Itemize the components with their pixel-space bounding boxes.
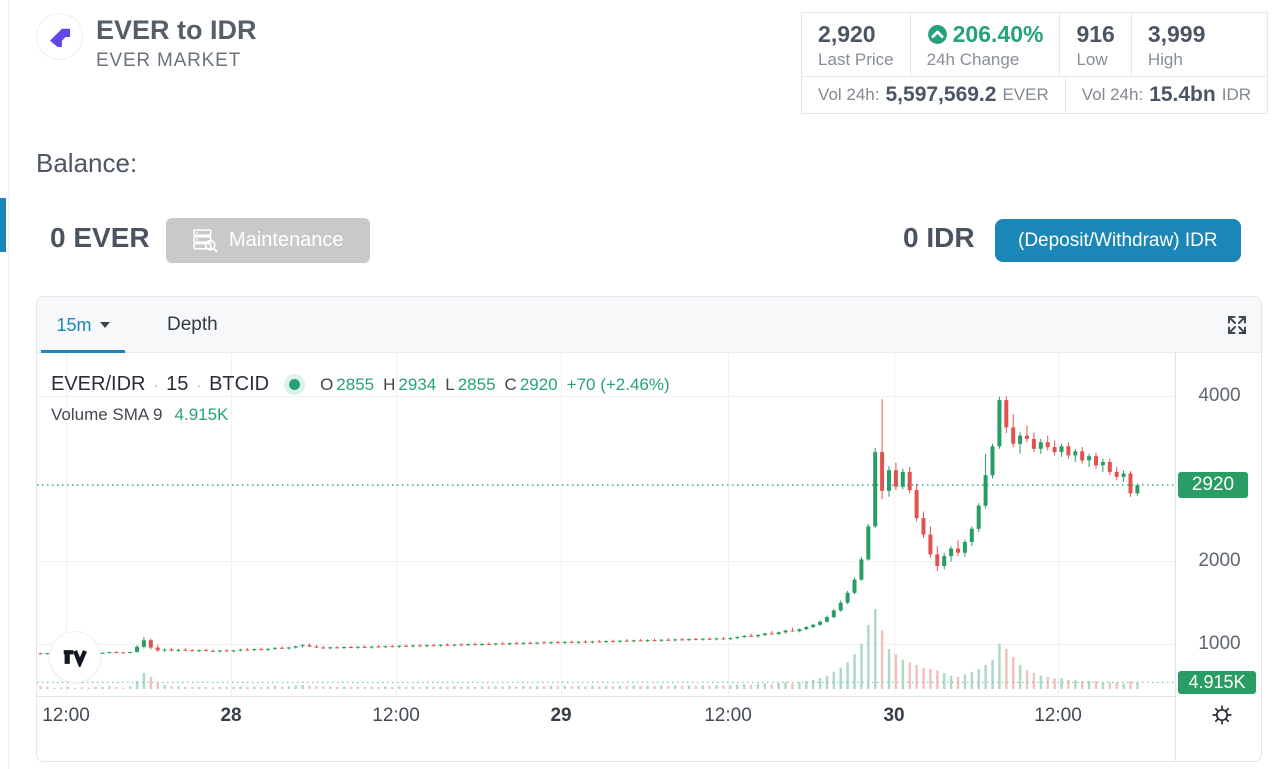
price-tick-label: 4000 [1198, 384, 1241, 406]
page-title: EVER to IDR [96, 15, 257, 45]
chart-card: 15m Depth EVER/IDR · 15 [36, 296, 1262, 762]
page-left-border [8, 0, 9, 769]
chart-legend: EVER/IDR · 15 · BTCID O 2855 H 2934 L 2855 … [51, 373, 670, 425]
vol-base-label: Vol 24h: [818, 85, 880, 104]
change-readout: +70 (+2.46%) [566, 374, 670, 394]
vol-quote-value: 15.4bn [1149, 83, 1216, 106]
price-tick-label: 2000 [1198, 550, 1241, 571]
time-tick-label: 12:00 [372, 705, 420, 726]
legend-exchange: BTCID [209, 373, 270, 395]
data-status-icon [289, 379, 301, 390]
vol-base-value: 5,597,569.2 [885, 83, 997, 106]
legend-symbol: EVER/IDR [51, 373, 146, 395]
stat-volume-base: Vol 24h: 5,597,569.2 EVER [802, 77, 1065, 113]
tradingview-logo-icon [63, 650, 87, 667]
interval-label: 15m [56, 314, 92, 335]
volume-sma-badge: 4.915K [1178, 671, 1256, 695]
maintenance-label: Maintenance [229, 229, 344, 251]
interval-dropdown[interactable]: 15m [41, 297, 125, 353]
time-tick-label: 28 [220, 705, 242, 726]
last-price-label: Last Price [818, 50, 894, 69]
high-value: 3,999 [1147, 21, 1206, 47]
price-tick-label: 1000 [1198, 632, 1241, 654]
stat-volume-quote: Vol 24h: 15.4bn IDR [1064, 77, 1267, 113]
low-value: 916 [1076, 21, 1115, 47]
market-subtitle: EVER MARKET [96, 50, 241, 71]
chart-toolbar: 15m Depth [37, 297, 1261, 353]
stat-high: 3,999 High [1130, 13, 1222, 76]
fullscreen-icon[interactable] [1225, 313, 1249, 337]
vol-quote-unit: IDR [1221, 85, 1251, 104]
tradingview-logo[interactable] [49, 631, 101, 683]
quote-balance: 0 IDR [903, 222, 975, 253]
time-tick-label: 12:00 [42, 705, 90, 726]
time-tick-label: 29 [550, 705, 572, 726]
balance-heading: Balance: [36, 148, 138, 178]
deposit-withdraw-label: (Deposit/Withdraw) IDR [1018, 229, 1218, 251]
low-label: Low [1076, 50, 1108, 69]
legend-interval: 15 [166, 373, 189, 395]
server-magnifier-icon [193, 229, 218, 253]
change-value: 206.40% [952, 21, 1044, 47]
stat-24h-change: 206.40% 24h Change [909, 13, 1060, 76]
time-tick-label: 30 [883, 705, 905, 726]
last-price-badge: 2920 [1178, 472, 1248, 499]
last-price-value: 2,920 [818, 21, 876, 47]
tab-depth[interactable]: Depth [167, 314, 218, 335]
change-label: 24h Change [926, 50, 1020, 69]
left-accent-stripe [0, 198, 6, 252]
ever-logo [36, 13, 83, 60]
ohlc-readout: O 2855 H 2934 L 2855 C 2920 +70 (+2.46%) [320, 374, 670, 394]
stat-last-price: 2,920 Last Price [802, 13, 910, 76]
vol-base-unit: EVER [1002, 85, 1049, 104]
stat-low: 916 Low [1059, 13, 1130, 76]
price-axis[interactable]: 4000 2000 1000 2920 4.915K [1175, 353, 1261, 761]
deposit-withdraw-button[interactable]: (Deposit/Withdraw) IDR [995, 219, 1241, 262]
high-label: High [1147, 50, 1183, 69]
volume-indicator-value: 4.915K [174, 405, 229, 424]
axis-settings-gear-icon[interactable] [1209, 702, 1235, 728]
candlestick-plot [37, 353, 1175, 696]
vol-quote-label: Vol 24h: [1081, 85, 1144, 104]
maintenance-button[interactable]: Maintenance [166, 218, 370, 263]
ever-logo-icon [49, 28, 70, 47]
active-tab-underline [41, 350, 125, 353]
time-tick-label: 12:00 [704, 705, 752, 726]
base-balance: 0 EVER [50, 222, 150, 253]
time-tick-label: 12:00 [1034, 705, 1082, 726]
time-axis[interactable]: 12:00 28 12:00 29 12:00 30 12:00 [37, 696, 1175, 761]
chevron-down-icon [99, 322, 110, 328]
volume-indicator-label: Volume SMA 9 [51, 405, 163, 424]
price-chart[interactable]: EVER/IDR · 15 · BTCID O 2855 H 2934 L 2855 … [37, 353, 1175, 696]
market-stats-table: 2,920 Last Price 206.40% 24h Change 916 … [801, 12, 1268, 114]
arrow-up-circle-icon [927, 25, 947, 44]
volume-legend: Volume SMA 9 4.915K [51, 405, 670, 425]
